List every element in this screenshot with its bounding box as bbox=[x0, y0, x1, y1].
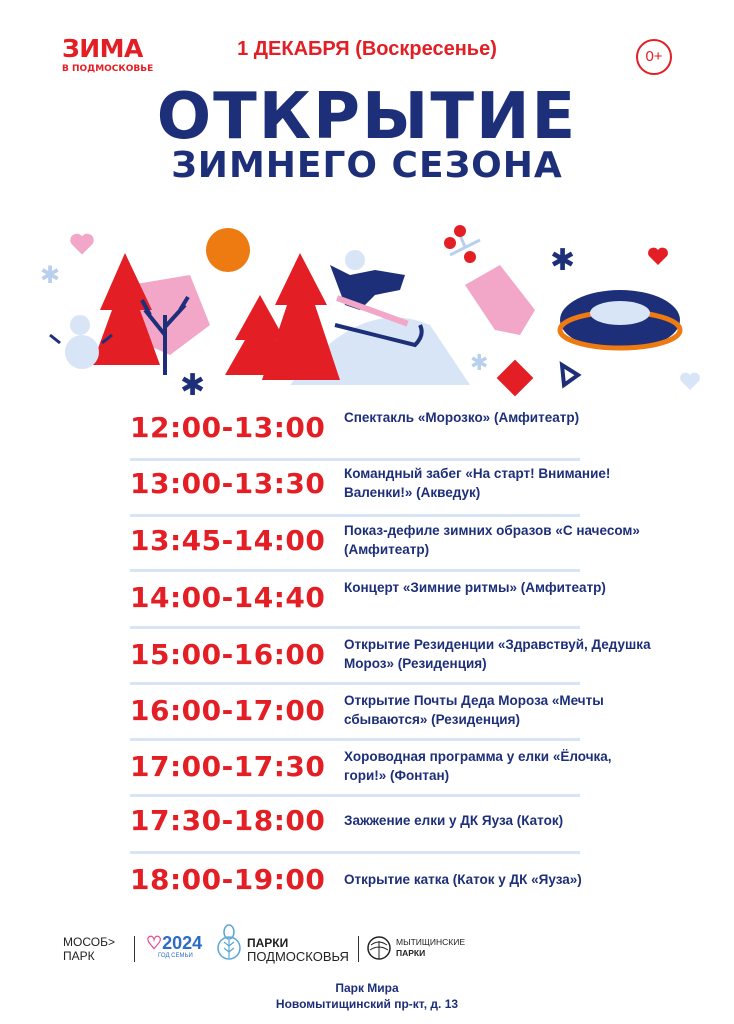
sledding-child-icon bbox=[330, 250, 424, 348]
snowflake-icon: ✱ bbox=[550, 244, 575, 277]
bare-tree-icon bbox=[140, 295, 190, 375]
separator bbox=[130, 458, 580, 461]
schedule-row: 13:45-14:00 Показ-дефиле зимних образов «… bbox=[130, 519, 640, 575]
mosobpark-line2: ПАРК bbox=[63, 949, 95, 963]
mytishchi-parks-logo: МЫТИЩИНСКИЕ ПАРКИ bbox=[396, 937, 465, 959]
mosobpark-line1: МОСОБ> bbox=[63, 935, 115, 949]
time-range: 12:00-13:00 bbox=[130, 411, 326, 444]
time-range: 14:00-14:40 bbox=[130, 581, 326, 614]
fir-tree-icon bbox=[92, 253, 340, 380]
venue-name: Парк Мира bbox=[335, 981, 399, 995]
parks-line2: ПОДМОСКОВЬЯ bbox=[247, 949, 349, 964]
mitten-icon bbox=[465, 265, 535, 335]
event-date: 1 ДЕКАБРЯ (Воскресенье) bbox=[237, 38, 497, 60]
snowflake-icon: ✱ bbox=[40, 262, 60, 289]
family-year-logo: ♡2024 ГОД СЕМЬИ bbox=[146, 934, 202, 960]
parks-podmoskovya-logo: ПАРКИ ПОДМОСКОВЬЯ bbox=[247, 936, 349, 964]
event-description: Спектакль «Морозко» (Амфитеатр) bbox=[344, 410, 580, 425]
berry-branch-icon bbox=[449, 234, 481, 257]
event-description: Показ-дефиле зимних образов «С начесом» … bbox=[344, 523, 640, 557]
divider bbox=[358, 936, 359, 962]
schedule-row: 13:00-13:30 Командный забег «На старт! Вн… bbox=[130, 462, 610, 518]
schedule-row: 12:00-13:00 Спектакль «Морозко» (Амфитеат… bbox=[130, 406, 580, 462]
event-description: Открытие Резиденции «Здравствуй, Дедушка… bbox=[344, 637, 651, 671]
time-range: 13:45-14:00 bbox=[130, 524, 326, 557]
venue-address: Новомытищинский пр-кт, д. 13 bbox=[275, 997, 459, 1011]
schedule-row: 16:00-17:00 Открытие Почты Деда Мороза «М… bbox=[130, 689, 604, 745]
time-range: 13:00-13:30 bbox=[130, 467, 326, 500]
page-title: ОТКРЫТИЕ bbox=[156, 80, 578, 154]
event-description: Командный забег «На старт! Внимание! Вал… bbox=[344, 466, 611, 500]
event-description: Открытие Почты Деда Мороза «Мечты сбываю… bbox=[344, 693, 604, 727]
time-range: 16:00-17:00 bbox=[130, 694, 326, 727]
zima-logo: ЗИМА bbox=[62, 34, 143, 63]
snow-tube-icon bbox=[557, 290, 683, 351]
time-range: 18:00-19:00 bbox=[130, 863, 326, 896]
snowman-icon bbox=[49, 315, 113, 369]
mytishchi-line2: ПАРКИ bbox=[396, 948, 426, 958]
heart-icon bbox=[70, 233, 94, 255]
triangle-icon bbox=[559, 361, 582, 389]
schedule-row: 17:30-18:00 Зажжение елки у ДК Яуза (Като… bbox=[130, 799, 580, 855]
event-description: Концерт «Зимние ритмы» (Амфитеатр) bbox=[344, 580, 606, 595]
age-rating-badge: 0+ bbox=[636, 39, 672, 75]
page-subtitle: ЗИМНЕГО СЕЗОНА bbox=[171, 145, 563, 186]
time-range: 17:30-18:00 bbox=[130, 804, 326, 837]
heart-icon bbox=[680, 372, 700, 390]
parks-emblem-icon bbox=[217, 924, 241, 960]
event-description: Зажжение елки у ДК Яуза (Каток) bbox=[344, 813, 564, 828]
orange-icon bbox=[206, 228, 250, 272]
event-description: Открытие катка (Каток у ДК «Яуза») bbox=[344, 872, 582, 887]
separator bbox=[130, 851, 580, 854]
snowflake-icon: ✱ bbox=[180, 369, 205, 400]
snowflake-icon: ✱ bbox=[470, 350, 488, 375]
separator bbox=[130, 569, 580, 572]
zima-logo-subtitle: В ПОДМОСКОВЬЕ bbox=[62, 64, 154, 74]
heart-icon bbox=[648, 247, 668, 265]
heart-icon: ♡ bbox=[146, 933, 163, 953]
mitten-red-icon bbox=[496, 359, 534, 397]
mytishchi-line1: МЫТИЩИНСКИЕ bbox=[396, 937, 465, 947]
year-text: 2024 bbox=[162, 933, 203, 953]
mytishchi-emblem-icon bbox=[367, 936, 391, 960]
separator bbox=[130, 682, 580, 685]
separator bbox=[130, 794, 580, 797]
year-subtitle: ГОД СЕМЬИ bbox=[158, 953, 193, 959]
schedule-row: 18:00-19:00 Открытие катка (Каток у ДК «Я… bbox=[130, 858, 582, 914]
winter-illustration: ✱ ✱ ✱ ✱ bbox=[40, 225, 700, 400]
schedule-row: 15:00-16:00 Открытие Резиденции «Здравств… bbox=[130, 633, 651, 689]
divider bbox=[134, 936, 135, 962]
mosobpark-logo: МОСОБ> ПАРК bbox=[63, 935, 115, 963]
parks-line1: ПАРКИ bbox=[247, 936, 289, 950]
event-description: Хороводная программа у елки «Ёлочка, гор… bbox=[344, 749, 612, 783]
separator bbox=[130, 514, 580, 517]
time-range: 15:00-16:00 bbox=[130, 638, 326, 671]
separator bbox=[130, 738, 580, 741]
schedule-row: 14:00-14:40 Концерт «Зимние ритмы» (Амфит… bbox=[130, 576, 606, 632]
schedule-row: 17:00-17:30 Хороводная программа у елки «… bbox=[130, 745, 612, 801]
separator bbox=[130, 626, 580, 629]
time-range: 17:00-17:30 bbox=[130, 750, 326, 783]
